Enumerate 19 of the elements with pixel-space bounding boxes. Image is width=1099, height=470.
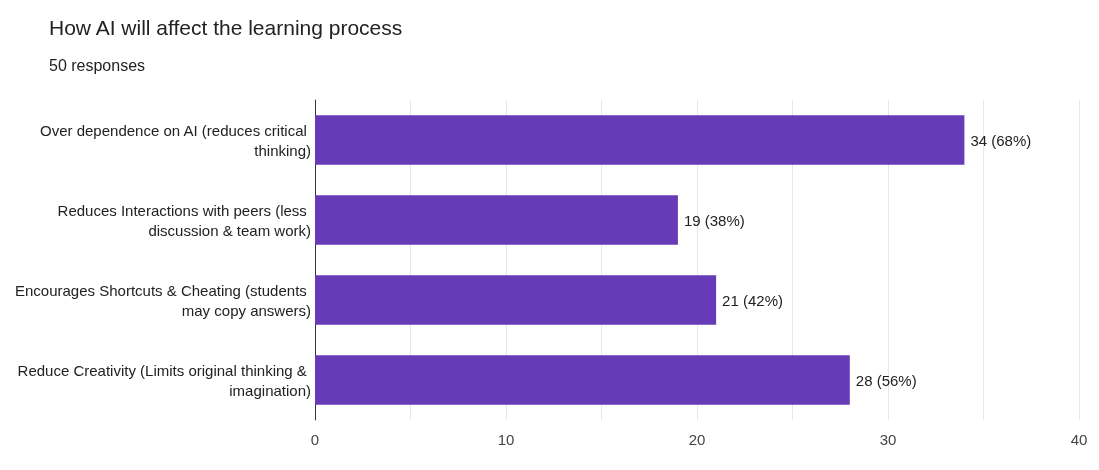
x-tick-label: 40 — [1070, 431, 1088, 448]
bar — [315, 355, 850, 405]
x-tick-label: 10 — [497, 431, 515, 448]
data-label: 19 (38%) — [683, 211, 745, 229]
bar — [315, 195, 678, 245]
x-tick-label: 30 — [879, 431, 897, 448]
y-tick-label: Encourages Shortcuts & Cheating (students may copy answers) — [14, 281, 311, 319]
x-tick-label: 0 — [310, 431, 320, 448]
data-label: 21 (42%) — [722, 291, 783, 309]
y-tick-label: Reduce Creativity (Limits original thinking & imagination) — [17, 361, 311, 399]
x-tick-label: 20 — [688, 431, 706, 448]
bar — [315, 115, 965, 165]
data-label: 28 (56%) — [855, 371, 917, 389]
text: 50 responses — [49, 56, 146, 74]
bar — [315, 275, 717, 325]
y-tick-label: Over dependence on AI (reduces critical thinking) — [40, 121, 311, 159]
y-tick-label: Reduces Interactions with peers (less discussion & team work) — [57, 201, 311, 239]
chart-title: How AI will affect the learning process — [49, 16, 403, 39]
data-label: 34 (68%) — [970, 131, 1032, 149]
